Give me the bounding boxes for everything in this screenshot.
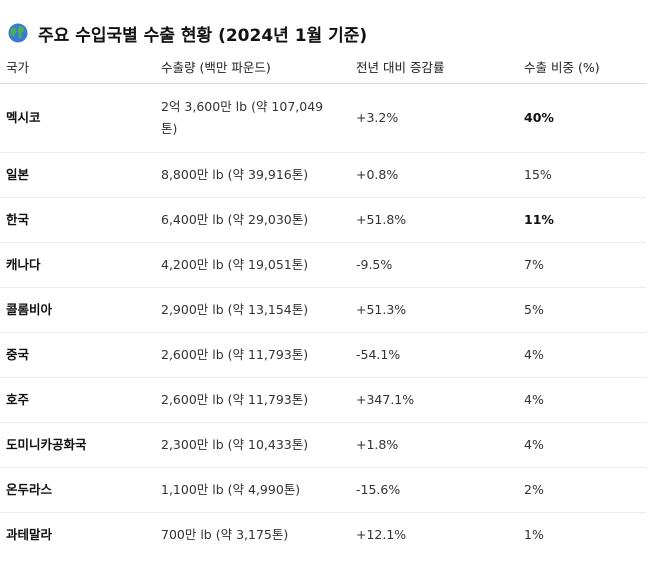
title-text: 주요 수입국별 수출 현황 (2024년 1월 기준)	[38, 25, 368, 46]
country-cell: 캐나다	[0, 242, 155, 288]
table-header-row: 국가 수출량 (백만 파운드) 전년 대비 증감률 수출 비중 (%)	[0, 50, 646, 84]
table-row: 한국 6,400만 lb (약 29,030톤) +51.8% 11%	[0, 197, 646, 243]
volume-cell: 2,900만 lb (약 13,154톤)	[155, 287, 350, 333]
share-cell: 11%	[518, 197, 646, 243]
change-cell: -54.1%	[350, 332, 518, 378]
volume-cell: 2,600만 lb (약 11,793톤)	[155, 377, 350, 423]
export-table: 국가 수출량 (백만 파운드) 전년 대비 증감률 수출 비중 (%) 멕시코 …	[0, 50, 646, 557]
table-row: 도미니카공화국 2,300만 lb (약 10,433톤) +1.8% 4%	[0, 422, 646, 468]
page-title: 주요 수입국별 수출 현황 (2024년 1월 기준)	[8, 18, 367, 48]
country-cell: 멕시코	[0, 83, 155, 153]
share-cell: 4%	[518, 377, 646, 423]
globe-icon	[8, 23, 28, 43]
country-cell: 일본	[0, 152, 155, 198]
share-cell: 2%	[518, 467, 646, 513]
volume-cell: 8,800만 lb (약 39,916톤)	[155, 152, 350, 198]
table-row: 멕시코 2억 3,600만 lb (약 107,049톤) +3.2% 40%	[0, 83, 646, 153]
share-cell: 15%	[518, 152, 646, 198]
change-cell: +51.3%	[350, 287, 518, 333]
country-cell: 중국	[0, 332, 155, 378]
volume-cell: 2억 3,600만 lb (약 107,049톤)	[155, 83, 350, 153]
change-cell: +51.8%	[350, 197, 518, 243]
change-cell: +3.2%	[350, 83, 518, 153]
country-cell: 호주	[0, 377, 155, 423]
country-cell: 콜롬비아	[0, 287, 155, 333]
change-cell: -9.5%	[350, 242, 518, 288]
volume-cell: 2,600만 lb (약 11,793톤)	[155, 332, 350, 378]
share-cell: 1%	[524, 527, 544, 542]
table-row: 온두라스 1,100만 lb (약 4,990톤) -15.6% 2%	[0, 467, 646, 513]
share-cell: 5%	[518, 287, 646, 333]
header-change: 전년 대비 증감률	[350, 50, 518, 84]
change-cell: +12.1%	[356, 527, 407, 542]
table-row: 일본 8,800만 lb (약 39,916톤) +0.8% 15%	[0, 152, 646, 198]
header-volume: 수출량 (백만 파운드)	[155, 50, 350, 84]
table-row: 중국 2,600만 lb (약 11,793톤) -54.1% 4%	[0, 332, 646, 378]
country-cell: 과테말라	[6, 527, 53, 542]
change-cell: +347.1%	[350, 377, 518, 423]
share-cell: 40%	[518, 83, 646, 153]
country-cell: 도미니카공화국	[0, 422, 155, 468]
share-cell: 4%	[518, 332, 646, 378]
table-row: 과테말라 700만 lb (약 3,175톤) +12.1% 1%	[0, 513, 646, 558]
volume-cell: 700만 lb (약 3,175톤)	[161, 527, 289, 542]
header-country: 국가	[0, 50, 155, 84]
share-cell: 4%	[518, 422, 646, 468]
change-cell: +0.8%	[350, 152, 518, 198]
table-row: 호주 2,600만 lb (약 11,793톤) +347.1% 4%	[0, 377, 646, 423]
share-cell: 7%	[518, 242, 646, 288]
header-share: 수출 비중 (%)	[518, 50, 646, 84]
volume-cell: 2,300만 lb (약 10,433톤)	[155, 422, 350, 468]
country-cell: 한국	[0, 197, 155, 243]
volume-cell: 1,100만 lb (약 4,990톤)	[155, 467, 350, 513]
table-row: 캐나다 4,200만 lb (약 19,051톤) -9.5% 7%	[0, 242, 646, 288]
table-row: 콜롬비아 2,900만 lb (약 13,154톤) +51.3% 5%	[0, 287, 646, 333]
country-cell: 온두라스	[0, 467, 155, 513]
change-cell: -15.6%	[350, 467, 518, 513]
volume-cell: 4,200만 lb (약 19,051톤)	[155, 242, 350, 288]
change-cell: +1.8%	[350, 422, 518, 468]
volume-cell: 6,400만 lb (약 29,030톤)	[155, 197, 350, 243]
